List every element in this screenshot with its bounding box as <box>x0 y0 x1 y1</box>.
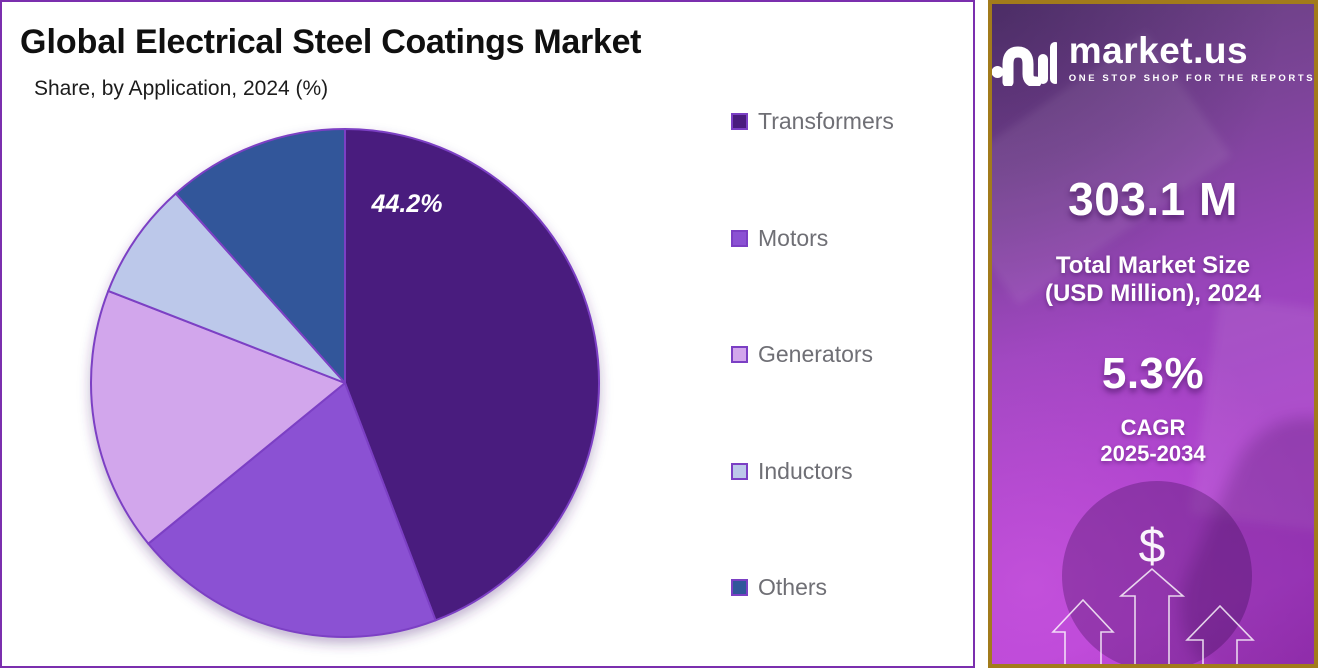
legend-swatch <box>731 346 748 363</box>
logo-wordmark: market.us <box>1068 30 1249 71</box>
logo-text-block: market.us ONE STOP SHOP FOR THE REPORTS <box>1068 30 1316 84</box>
cagr-label-line1: CAGR <box>1120 414 1186 440</box>
marketus-logo-icon <box>992 42 1057 86</box>
up-arrow-icon <box>1051 598 1115 664</box>
legend-label: Inductors <box>758 457 853 484</box>
panel-content: market.us ONE STOP SHOP FOR THE REPORTS … <box>992 4 1314 664</box>
legend-label: Generators <box>758 341 874 367</box>
legend-item-motors: Motors <box>731 225 828 252</box>
logo-tagline: ONE STOP SHOP FOR THE REPORTS <box>1068 73 1316 84</box>
legend-label: Motors <box>758 224 829 251</box>
pie-slice-others <box>174 128 346 384</box>
chart-card: Global Electrical Steel Coatings Market … <box>0 0 975 668</box>
title-rest: Electrical Steel Coatings Market <box>125 23 642 61</box>
legend-item-generators: Generators <box>731 341 873 368</box>
title-word-global: Global <box>20 23 126 61</box>
pie-data-label: 44.2% <box>371 190 443 218</box>
brand-logo: market.us ONE STOP SHOP FOR THE REPORTS <box>992 30 1316 86</box>
dollar-icon: $ <box>1139 520 1166 573</box>
pie-slice-inductors <box>107 192 346 384</box>
growth-arrows-graphic: $ <box>1051 481 1255 664</box>
stats-panel: $ market.us ONE STOP SHOP FOR THE REPORT… <box>988 0 1318 668</box>
legend-swatch <box>731 113 748 130</box>
cagr-label-line2: 2025-2034 <box>1100 440 1206 466</box>
market-size-label-line2: (USD Million), 2024 <box>1044 280 1262 308</box>
chart-legend: Transformers Motors Generators Inductors Oth… <box>731 108 971 628</box>
legend-item-inductors: Inductors <box>731 458 853 485</box>
legend-swatch <box>731 462 748 480</box>
pie-slice-motors <box>147 382 437 638</box>
legend-label: Transformers <box>758 108 894 134</box>
cagr-label: CAGR 2025-2034 <box>1100 415 1205 467</box>
legend-label: Others <box>758 574 828 600</box>
chart-header: Global Electrical Steel Coatings Market … <box>20 23 642 101</box>
legend-item-others: Others <box>731 574 827 601</box>
page-title: Global Electrical Steel Coatings Market <box>20 23 642 61</box>
up-arrow-icon <box>1185 604 1255 664</box>
up-arrow-icon <box>1118 567 1186 664</box>
legend-swatch <box>731 579 748 596</box>
cagr-value: 5.3% <box>1101 348 1205 398</box>
market-size-label: Total Market Size (USD Million), 2024 <box>1045 252 1261 309</box>
market-size-value: 303.1 M <box>1068 173 1238 225</box>
legend-swatch <box>731 229 748 247</box>
pie-slice-generators <box>90 289 346 545</box>
legend-item-transformers: Transformers <box>731 108 894 135</box>
market-size-label-line1: Total Market Size <box>1055 252 1251 279</box>
chart-subtitle: Share, by Application, 2024 (%) <box>34 77 329 101</box>
pie-slice-transformers <box>344 128 600 622</box>
pie-chart: 44.2% <box>90 128 600 638</box>
